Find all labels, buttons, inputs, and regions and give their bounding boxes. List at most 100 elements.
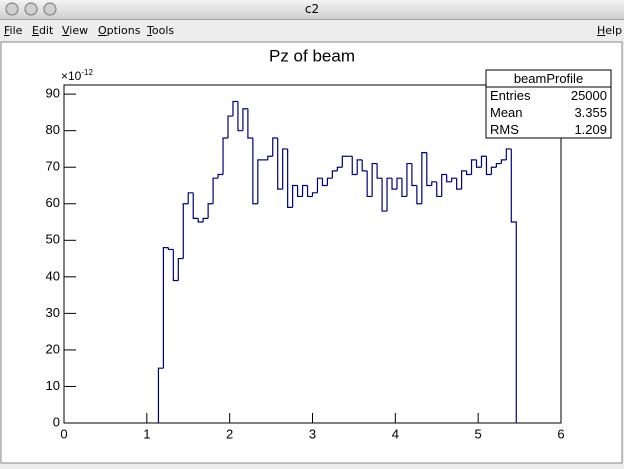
histogram-bin bbox=[475, 159, 482, 168]
histogram-bin bbox=[217, 173, 224, 179]
histogram-bin bbox=[495, 162, 502, 168]
x-tick-label: 5 bbox=[475, 426, 482, 441]
histogram-bin bbox=[167, 247, 174, 251]
stats-value: 1.209 bbox=[574, 122, 607, 137]
menu-bar: File Edit View Options Tools Help bbox=[0, 20, 624, 40]
y-tick-label: 50 bbox=[46, 232, 60, 247]
menu-item[interactable]: View bbox=[62, 24, 89, 37]
window-title: c2 bbox=[304, 2, 320, 16]
histogram-bin bbox=[157, 367, 164, 423]
stats-value: 25000 bbox=[571, 88, 607, 103]
y-exponent-power: -12 bbox=[81, 68, 93, 77]
histogram-bin bbox=[480, 155, 487, 168]
stats-label: RMS bbox=[490, 122, 519, 137]
canvas: Pz of beam 0 10 20 30 40 50 60 70 80 90 0 1 2 3 4 5 6 ×10… bbox=[0, 41, 623, 464]
histogram-bin bbox=[510, 148, 517, 423]
histogram-bin bbox=[465, 170, 472, 176]
menu-item[interactable]: File bbox=[4, 24, 23, 37]
histogram-bin bbox=[247, 108, 253, 139]
histogram-bin bbox=[287, 148, 293, 209]
histogram-bin bbox=[296, 185, 303, 198]
x-tick-label: 0 bbox=[60, 426, 67, 441]
histogram-bin bbox=[277, 137, 283, 190]
histogram-bin bbox=[207, 203, 214, 219]
histogram-bin bbox=[306, 185, 313, 198]
histogram-bin bbox=[341, 155, 348, 168]
y-tick-label: 10 bbox=[46, 378, 60, 393]
menu-item[interactable]: Options bbox=[98, 24, 141, 37]
histogram-bin bbox=[401, 178, 407, 198]
histogram-bin bbox=[237, 101, 243, 132]
histogram-bin bbox=[177, 257, 184, 281]
histogram-bin bbox=[356, 159, 363, 175]
histogram-bin bbox=[470, 159, 477, 175]
y-tick-label: 30 bbox=[46, 305, 60, 320]
histogram-bin bbox=[316, 177, 323, 193]
menu-item[interactable]: Help bbox=[597, 24, 623, 37]
histogram-bin bbox=[242, 108, 248, 131]
histogram-bin bbox=[301, 184, 308, 197]
menu-item[interactable]: Edit bbox=[32, 24, 54, 37]
histogram-bin bbox=[192, 192, 199, 219]
histogram-bin bbox=[321, 178, 328, 187]
histogram-bin bbox=[182, 203, 189, 259]
histogram-bin bbox=[490, 166, 497, 175]
histogram-bin bbox=[212, 177, 219, 204]
y-tick-label: 60 bbox=[46, 195, 60, 210]
stats-value: 3.355 bbox=[574, 105, 607, 120]
histogram-bin bbox=[311, 192, 318, 197]
histogram-bin bbox=[366, 170, 373, 198]
histogram-bin bbox=[500, 159, 507, 164]
menu-item[interactable]: Tools bbox=[147, 24, 175, 37]
histogram-bin bbox=[391, 178, 397, 190]
histogram-bin bbox=[371, 162, 378, 197]
x-tick-label: 2 bbox=[226, 426, 233, 441]
histogram-bin bbox=[416, 185, 422, 205]
histogram-bin bbox=[222, 137, 229, 175]
histogram-bin bbox=[451, 177, 457, 182]
histogram-bin bbox=[431, 181, 437, 186]
histogram-bin bbox=[252, 137, 258, 205]
maximize-button[interactable] bbox=[43, 2, 57, 16]
histogram-bin bbox=[351, 156, 358, 176]
histogram-bin bbox=[187, 192, 194, 204]
x-tick-label: 3 bbox=[309, 426, 316, 441]
close-button[interactable] bbox=[5, 2, 19, 16]
x-tick-label: 6 bbox=[557, 426, 564, 441]
histogram-bin bbox=[257, 159, 263, 204]
histogram-bin bbox=[441, 173, 447, 197]
histogram-bin bbox=[426, 152, 432, 187]
x-tick-label: 1 bbox=[143, 426, 150, 441]
y-exponent: ×10-12 bbox=[61, 68, 93, 83]
histogram-bin bbox=[197, 218, 204, 223]
y-tick-label: 20 bbox=[46, 341, 60, 356]
histogram-bin bbox=[381, 178, 388, 212]
y-tick-label: 0 bbox=[53, 414, 60, 429]
stats-label: Entries bbox=[490, 88, 531, 103]
histogram-bin bbox=[411, 163, 417, 187]
histogram-bin bbox=[162, 247, 169, 369]
y-tick-label: 90 bbox=[46, 86, 60, 101]
histogram-bin bbox=[386, 177, 393, 212]
histogram-bin bbox=[456, 178, 462, 190]
y-tick-label: 80 bbox=[46, 122, 60, 137]
histogram-bin bbox=[202, 217, 209, 223]
y-tick-label: 70 bbox=[46, 159, 60, 174]
histogram-bin bbox=[331, 170, 338, 179]
histogram-bin bbox=[461, 170, 467, 190]
histogram-bin bbox=[376, 163, 383, 179]
histogram-bin bbox=[485, 156, 492, 176]
y-exponent-base: ×10 bbox=[61, 69, 82, 83]
histogram-bin bbox=[267, 155, 273, 160]
histogram-bin bbox=[227, 115, 233, 138]
histogram-bin bbox=[505, 148, 512, 160]
histogram-bin bbox=[421, 152, 427, 204]
minimize-button[interactable] bbox=[24, 2, 38, 16]
histogram-bin bbox=[172, 249, 179, 282]
y-tick-label: 40 bbox=[46, 268, 60, 283]
histogram-bin bbox=[396, 177, 402, 190]
chart-title: Pz of beam bbox=[269, 46, 355, 65]
histogram-bin bbox=[272, 137, 278, 157]
histogram-bin bbox=[292, 184, 298, 208]
